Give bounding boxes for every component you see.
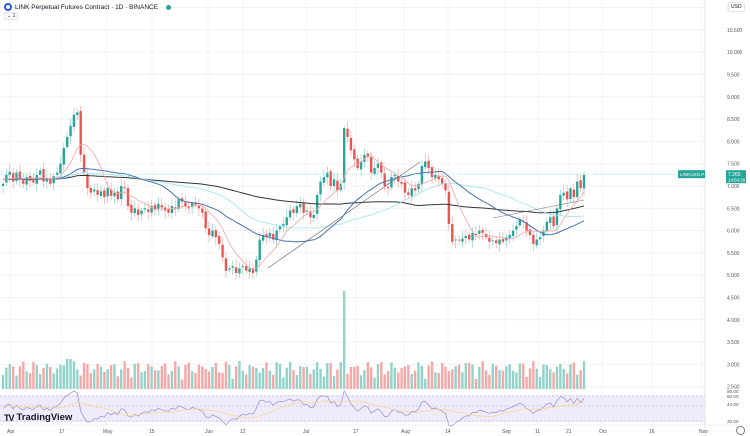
rsi-axis-label: 40.00 xyxy=(727,402,739,407)
currency-selector[interactable]: USD xyxy=(728,2,745,12)
time-axis-label: 17 xyxy=(59,429,65,435)
time-axis-label: 14 xyxy=(445,429,451,435)
time-axis-label: Aug xyxy=(401,429,410,435)
time-axis-label: Nov xyxy=(699,429,708,435)
price-axis-label: 5.500 xyxy=(727,251,740,257)
tradingview-mark-icon: TV xyxy=(4,412,14,423)
rsi-ma-line xyxy=(2,400,585,419)
time-axis-label: Oct xyxy=(599,429,607,435)
svg-text:14:54:28: 14:54:28 xyxy=(728,178,746,183)
time-axis-label: 12 xyxy=(240,429,246,435)
price-axis-label: 3.000 xyxy=(727,362,740,368)
price-axis-label: 6.500 xyxy=(727,206,740,212)
trendline[interactable] xyxy=(267,161,421,269)
rsi-line xyxy=(2,390,585,427)
trendline-2[interactable] xyxy=(492,199,585,219)
tradingview-logo[interactable]: TV TradingView xyxy=(4,412,72,423)
time-axis-label: 16 xyxy=(649,429,655,435)
price-axis-label: 5.000 xyxy=(727,273,740,279)
rsi-pane-background xyxy=(0,395,705,422)
time-axis-label: 17 xyxy=(353,429,359,435)
price-axis-label: 9.500 xyxy=(727,73,740,79)
time-axis-label: Apr xyxy=(7,429,15,435)
price-axis-label: 4.500 xyxy=(727,296,740,302)
rsi-axis-label: 60.00 xyxy=(727,394,739,399)
tradingview-wordmark: TradingView xyxy=(16,412,73,423)
time-axis-label: 11 xyxy=(535,429,540,435)
price-axis-label: 4.000 xyxy=(727,318,740,324)
time-axis-label: Jun xyxy=(205,429,213,435)
price-axis-label: 9.000 xyxy=(727,95,740,101)
collapse-indicators-button[interactable]: ⌄ 1 xyxy=(4,12,19,20)
time-axis-label: Jul xyxy=(303,429,309,435)
rsi-axis-label: 80.00 xyxy=(727,389,739,394)
price-axis-label: 2.500 xyxy=(727,385,740,391)
price-axis-label: 7.500 xyxy=(727,162,740,168)
settings-gear-icon[interactable] xyxy=(736,426,745,435)
price-axis-label: 6.000 xyxy=(727,229,740,235)
price-axis-label: 7.000 xyxy=(727,184,740,190)
price-axis-label: 8.000 xyxy=(727,139,740,145)
svg-text:7.265: 7.265 xyxy=(728,172,741,178)
price-axis-label: 10.000 xyxy=(727,50,743,56)
market-open-status-icon xyxy=(166,4,172,10)
time-axis-label: 15 xyxy=(149,429,155,435)
price-axis-label: 10.500 xyxy=(727,28,743,34)
chainlink-logo-icon xyxy=(4,3,12,11)
price-axis-label: 3.500 xyxy=(727,340,740,346)
ma-cyan-line xyxy=(2,172,585,229)
time-axis-label: Sep xyxy=(502,429,511,435)
price-axis-label: 8.500 xyxy=(727,117,740,123)
svg-text:LINKUSD.P: LINKUSD.P xyxy=(680,172,704,177)
ma-fast-line xyxy=(2,144,585,270)
time-axis-label: 21 xyxy=(566,429,572,435)
volume-histogram xyxy=(1,291,586,389)
ma-200-line xyxy=(2,174,585,214)
symbol-title[interactable]: LINK Perpetual Futures Contract · 1D · B… xyxy=(15,3,159,11)
time-axis-label: May xyxy=(103,429,113,435)
ma-50-line xyxy=(2,167,585,243)
chart-header: LINK Perpetual Futures Contract · 1D · B… xyxy=(4,3,172,11)
rsi-axis-label: 20.00 xyxy=(727,419,739,424)
